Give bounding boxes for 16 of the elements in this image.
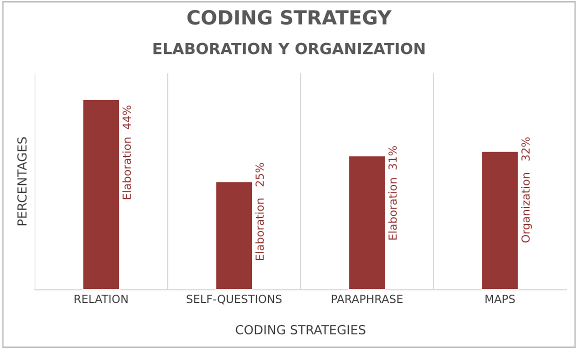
- bar: [82, 98, 120, 290]
- data-label: Elaboration 44%: [122, 106, 131, 200]
- chart-title: CODING STRATEGY: [187, 10, 392, 25]
- bar: [480, 150, 520, 290]
- bar: [348, 154, 386, 290]
- bar: [214, 180, 254, 290]
- x-tick-label: SELF-QUESTIONS: [186, 294, 282, 304]
- data-label: Elaboration 25%: [255, 163, 264, 260]
- x-axis-title: CODING STRATEGIES: [236, 324, 366, 334]
- x-tick-label: MAPS: [486, 294, 515, 304]
- x-tick-label: PARAPHRASE: [332, 294, 403, 304]
- x-tick-label: RELATION: [74, 294, 128, 304]
- data-label: Elaboration 31%: [388, 146, 397, 240]
- y-axis-title: PERCENTAGES: [17, 137, 27, 226]
- data-label: Organization 32%: [521, 137, 532, 242]
- chart-subtitle: ELABORATION Y ORGANIZATION: [154, 42, 424, 54]
